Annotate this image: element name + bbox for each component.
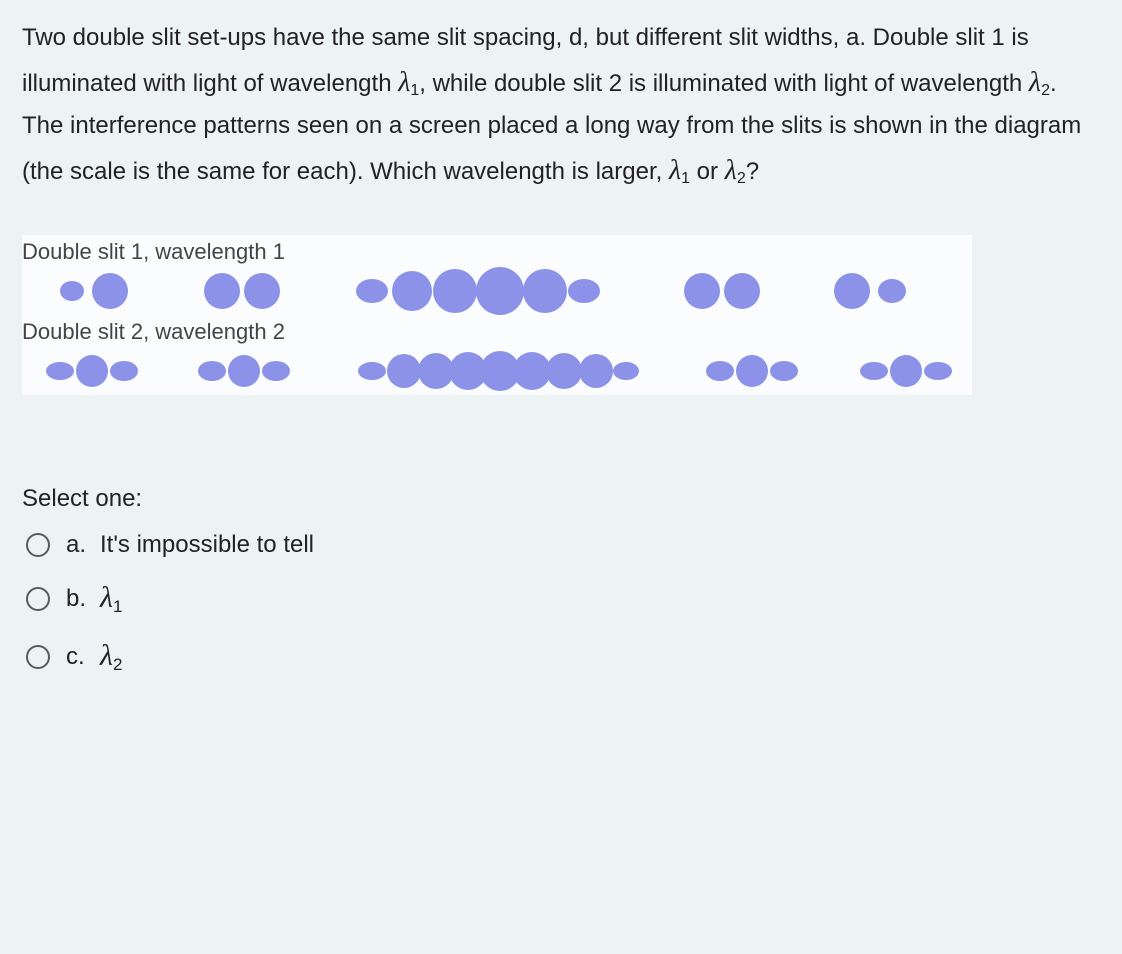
interference-dot — [356, 279, 388, 303]
pattern1-label: Double slit 1, wavelength 1 — [22, 235, 972, 267]
interference-dot — [92, 273, 128, 309]
interference-dot — [706, 361, 734, 381]
interference-dot — [890, 355, 922, 387]
interference-dot — [613, 362, 639, 380]
interference-dot — [476, 267, 524, 315]
select-block: Select one: a.It's impossible to tellb.λ… — [22, 485, 1100, 675]
interference-dot — [568, 279, 600, 303]
interference-dot — [262, 361, 290, 381]
interference-diagram: Double slit 1, wavelength 1 Double slit … — [22, 235, 972, 395]
interference-dot — [204, 273, 240, 309]
radio-button[interactable] — [26, 587, 50, 611]
lambda-2: λ2 — [1029, 67, 1050, 98]
interference-dot — [387, 354, 421, 388]
interference-dot — [546, 353, 582, 389]
interference-dot — [724, 273, 760, 309]
interference-dot — [684, 273, 720, 309]
pattern1-row — [22, 267, 972, 315]
interference-dot — [433, 269, 477, 313]
q-qmark: ? — [746, 158, 759, 185]
radio-button[interactable] — [26, 645, 50, 669]
interference-dot — [76, 355, 108, 387]
option-content: It's impossible to tell — [100, 531, 314, 559]
question-text: Two double slit set-ups have the same sl… — [22, 18, 1100, 195]
interference-dot — [770, 361, 798, 381]
interference-dot — [392, 271, 432, 311]
interference-dot — [228, 355, 260, 387]
option-row[interactable]: c.λ2 — [26, 639, 1100, 675]
interference-dot — [736, 355, 768, 387]
option-content: λ2 — [100, 639, 122, 675]
option-content: λ1 — [100, 581, 122, 617]
q-or: or — [690, 158, 725, 185]
interference-dot — [860, 362, 888, 380]
interference-dot — [358, 362, 386, 380]
pattern2-label: Double slit 2, wavelength 2 — [22, 315, 972, 347]
interference-dot — [60, 281, 84, 301]
q-part2: , while double slit 2 is illuminated wit… — [419, 70, 1029, 97]
interference-dot — [244, 273, 280, 309]
option-letter: c. — [66, 643, 100, 671]
interference-dot — [878, 279, 906, 303]
radio-button[interactable] — [26, 533, 50, 557]
interference-dot — [46, 362, 74, 380]
pattern2-row — [22, 347, 972, 395]
select-title: Select one: — [22, 485, 1100, 513]
option-letter: b. — [66, 585, 100, 613]
interference-dot — [924, 362, 952, 380]
lambda-2b: λ2 — [725, 155, 746, 186]
interference-dot — [523, 269, 567, 313]
interference-dot — [110, 361, 138, 381]
interference-dot — [834, 273, 870, 309]
option-letter: a. — [66, 531, 100, 559]
lambda-1b: λ1 — [669, 155, 690, 186]
interference-dot — [198, 361, 226, 381]
options-container: a.It's impossible to tellb.λ1c.λ2 — [22, 531, 1100, 675]
option-row[interactable]: a.It's impossible to tell — [26, 531, 1100, 559]
option-row[interactable]: b.λ1 — [26, 581, 1100, 617]
interference-dot — [579, 354, 613, 388]
lambda-1: λ1 — [398, 67, 419, 98]
